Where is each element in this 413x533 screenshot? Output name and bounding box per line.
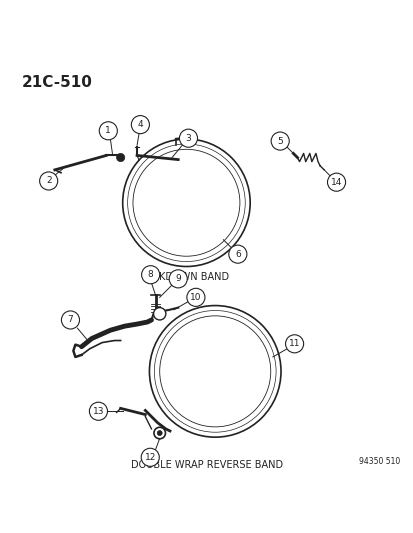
- Text: DOUBLE WRAP REVERSE BAND: DOUBLE WRAP REVERSE BAND: [131, 460, 282, 470]
- Text: KICKDOWN BAND: KICKDOWN BAND: [143, 272, 229, 282]
- Circle shape: [228, 245, 246, 263]
- Circle shape: [99, 122, 117, 140]
- Text: 94350 510: 94350 510: [358, 457, 399, 466]
- Circle shape: [141, 265, 159, 284]
- Circle shape: [285, 335, 303, 353]
- Text: 8: 8: [147, 270, 153, 279]
- Text: 11: 11: [288, 340, 299, 348]
- Text: 6: 6: [235, 249, 240, 259]
- Text: 1: 1: [105, 126, 111, 135]
- Circle shape: [40, 172, 57, 190]
- Circle shape: [271, 132, 289, 150]
- Text: 10: 10: [190, 293, 201, 302]
- Text: 9: 9: [175, 274, 180, 284]
- Circle shape: [169, 270, 187, 288]
- Circle shape: [327, 173, 345, 191]
- Circle shape: [186, 288, 204, 306]
- Text: 14: 14: [330, 177, 342, 187]
- Circle shape: [154, 427, 165, 439]
- Circle shape: [141, 448, 159, 466]
- Circle shape: [157, 431, 162, 435]
- Text: 2: 2: [46, 176, 51, 185]
- Text: 3: 3: [185, 134, 191, 143]
- Text: 21C-510: 21C-510: [22, 75, 93, 90]
- Text: 4: 4: [137, 120, 143, 129]
- Circle shape: [89, 402, 107, 421]
- Circle shape: [116, 154, 124, 161]
- Text: 12: 12: [144, 453, 156, 462]
- Text: 5: 5: [277, 136, 282, 146]
- Text: 13: 13: [93, 407, 104, 416]
- Circle shape: [179, 129, 197, 147]
- Circle shape: [153, 308, 166, 320]
- Circle shape: [131, 116, 149, 134]
- Text: 7: 7: [67, 316, 73, 325]
- Circle shape: [61, 311, 79, 329]
